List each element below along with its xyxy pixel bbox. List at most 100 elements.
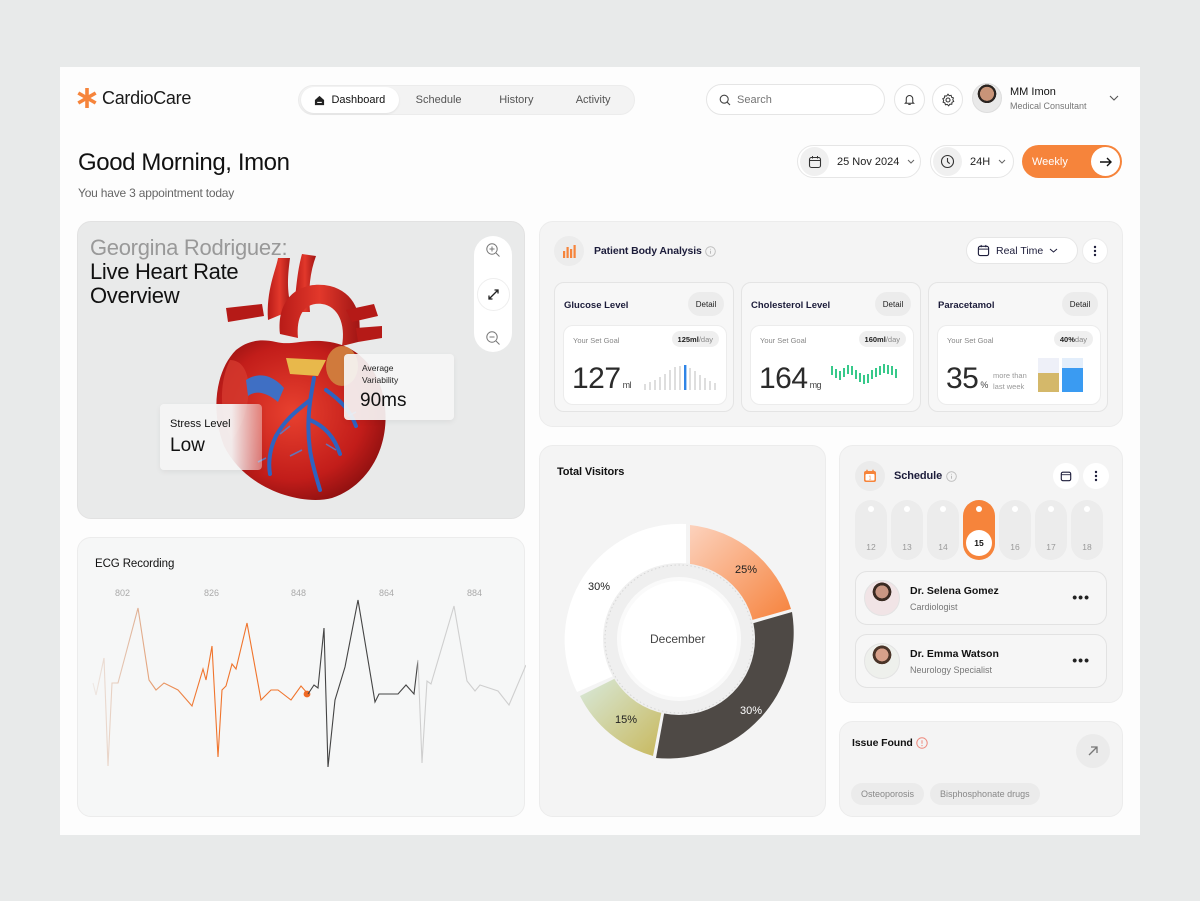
- issue-tag[interactable]: Osteoporosis: [851, 783, 925, 805]
- goal-unit: /day: [698, 334, 713, 344]
- day-number: 13: [902, 542, 912, 552]
- search-icon: [719, 94, 731, 105]
- time-range-picker[interactable]: 24H: [930, 145, 1014, 178]
- segment-label: 30%: [740, 705, 763, 717]
- main-nav: Dashboard Schedule History Activity: [298, 85, 635, 115]
- value-unit: %: [980, 380, 988, 390]
- issue-tags: Osteoporosis Bisphosphonate drugs: [851, 783, 1040, 805]
- doctor-item[interactable]: Dr. Emma Watson Neurology Specialist •••: [855, 634, 1107, 688]
- calendar-icon: [1060, 471, 1072, 482]
- tab-label: Schedule: [415, 94, 462, 106]
- variability-value: 90ms: [360, 390, 407, 411]
- schedule-title: Schedule: [894, 470, 943, 482]
- value-number: 127: [572, 362, 621, 395]
- goal-unit: day: [1074, 334, 1087, 344]
- calendar-button[interactable]: [1053, 463, 1079, 489]
- goal-badge: 160ml/day: [858, 331, 906, 347]
- segment-label: 30%: [588, 581, 611, 593]
- total-visitors-card: Total Visitors 25% 30% 15% 30% December: [539, 445, 826, 817]
- date-picker[interactable]: 25 Nov 2024: [797, 145, 921, 178]
- glucose-bar-sparkline: [644, 365, 716, 390]
- info-icon[interactable]: [946, 471, 957, 482]
- notifications-button[interactable]: [894, 84, 925, 115]
- user-avatar: [972, 83, 1002, 113]
- real-time-dropdown[interactable]: Real Time: [966, 237, 1078, 264]
- detail-button[interactable]: Detail: [875, 292, 911, 316]
- schedule-more-button[interactable]: [1083, 463, 1109, 489]
- detail-button[interactable]: Detail: [1062, 292, 1098, 316]
- patient-body-analysis-card: Patient Body Analysis Real Time Glucose …: [539, 221, 1123, 427]
- alert-info-icon[interactable]: [916, 737, 928, 749]
- goal-unit: /day: [885, 334, 900, 344]
- open-issue-button[interactable]: [1076, 734, 1110, 768]
- ecg-tick: 884: [467, 588, 483, 598]
- metric-name: Cholesterol Level: [751, 300, 831, 311]
- metric-name: Paracetamol: [938, 300, 995, 311]
- user-menu[interactable]: MM Imon Medical Consultant: [972, 83, 1119, 113]
- metric-card-glucose: Glucose Level Detail Your Set Goal 125ml…: [554, 282, 734, 412]
- more-horizontal-icon[interactable]: •••: [1072, 589, 1090, 605]
- schedule-card: 1 Schedule 12 13 14 15 16 17 18 Dr. Sele…: [839, 445, 1123, 703]
- goal-value: 160ml: [864, 334, 886, 344]
- ecg-title: ECG Recording: [95, 558, 175, 570]
- day-picker: 12 13 14 15 16 17 18: [855, 500, 1103, 560]
- analysis-title: Patient Body Analysis: [594, 245, 702, 257]
- segment-label: 15%: [615, 714, 638, 726]
- doctor-name: Dr. Emma Watson: [910, 647, 999, 660]
- gear-icon: [941, 92, 954, 107]
- goal-value: 125ml: [677, 334, 699, 344]
- more-horizontal-icon[interactable]: •••: [1072, 652, 1090, 668]
- stress-level-stat: Stress Level Low: [160, 404, 262, 470]
- tab-activity[interactable]: Activity: [554, 87, 632, 113]
- weekly-toggle-button[interactable]: Weekly: [1022, 145, 1122, 178]
- heart-rate-card: Georgina Rodriguez: Live Heart Rate Over…: [77, 221, 525, 519]
- ecg-waveform: [92, 599, 526, 768]
- tab-dashboard[interactable]: Dashboard: [301, 87, 399, 113]
- analysis-more-button[interactable]: [1082, 238, 1108, 264]
- metric-card-cholesterol: Cholesterol Level Detail Your Set Goal 1…: [741, 282, 921, 412]
- ecg-card: ECG Recording 802 826 848 864 884: [77, 537, 526, 817]
- day-14[interactable]: 14: [927, 500, 959, 560]
- detail-button[interactable]: Detail: [688, 292, 724, 316]
- tab-label: Activity: [575, 94, 611, 106]
- ecg-tick: 802: [115, 588, 131, 598]
- calendar-day-icon: 1: [864, 469, 876, 482]
- page-subtitle: You have 3 appointment today: [78, 186, 235, 200]
- doctor-role: Neurology Specialist: [910, 664, 993, 675]
- bar-chart-icon: [563, 245, 576, 258]
- day-13[interactable]: 13: [891, 500, 923, 560]
- tab-history[interactable]: History: [478, 87, 554, 113]
- tab-schedule[interactable]: Schedule: [399, 87, 479, 113]
- logo[interactable]: CardioCare: [76, 87, 191, 109]
- search-input[interactable]: [737, 93, 867, 106]
- settings-button[interactable]: [932, 84, 963, 115]
- day-15[interactable]: 15: [963, 500, 995, 560]
- tab-label: Dashboard: [331, 94, 386, 106]
- app-name: CardioCare: [102, 87, 192, 108]
- donut-center-label: December: [650, 632, 706, 646]
- stress-value: Low: [170, 435, 205, 456]
- zoom-out-icon[interactable]: [485, 330, 501, 346]
- chevron-down-icon: [1109, 95, 1118, 101]
- zoom-in-icon[interactable]: [485, 242, 501, 258]
- range-value: Real Time: [996, 244, 1044, 257]
- schedule-icon-badge: 1: [855, 461, 885, 491]
- note-line: last week: [993, 382, 1025, 391]
- doctor-item[interactable]: Dr. Selena Gomez Cardiologist •••: [855, 571, 1107, 625]
- day-18[interactable]: 18: [1071, 500, 1103, 560]
- day-17[interactable]: 17: [1035, 500, 1067, 560]
- stat-label: Average: [362, 363, 394, 373]
- calendar-icon: [808, 155, 821, 168]
- expand-button[interactable]: [476, 277, 510, 311]
- calendar-icon: [977, 244, 990, 257]
- heart-card-title: Georgina Rodriguez: Live Heart Rate Over…: [90, 236, 288, 308]
- day-number: 16: [1010, 542, 1020, 552]
- day-16[interactable]: 16: [999, 500, 1031, 560]
- issue-tag[interactable]: Bisphosphonate drugs: [930, 783, 1040, 805]
- weekly-label: Weekly: [1032, 155, 1068, 168]
- arrow-up-right-icon: [1088, 746, 1098, 756]
- this-week-bar: [1062, 358, 1083, 392]
- day-12[interactable]: 12: [855, 500, 887, 560]
- info-icon[interactable]: [705, 246, 716, 257]
- metric-name: Glucose Level: [564, 300, 629, 311]
